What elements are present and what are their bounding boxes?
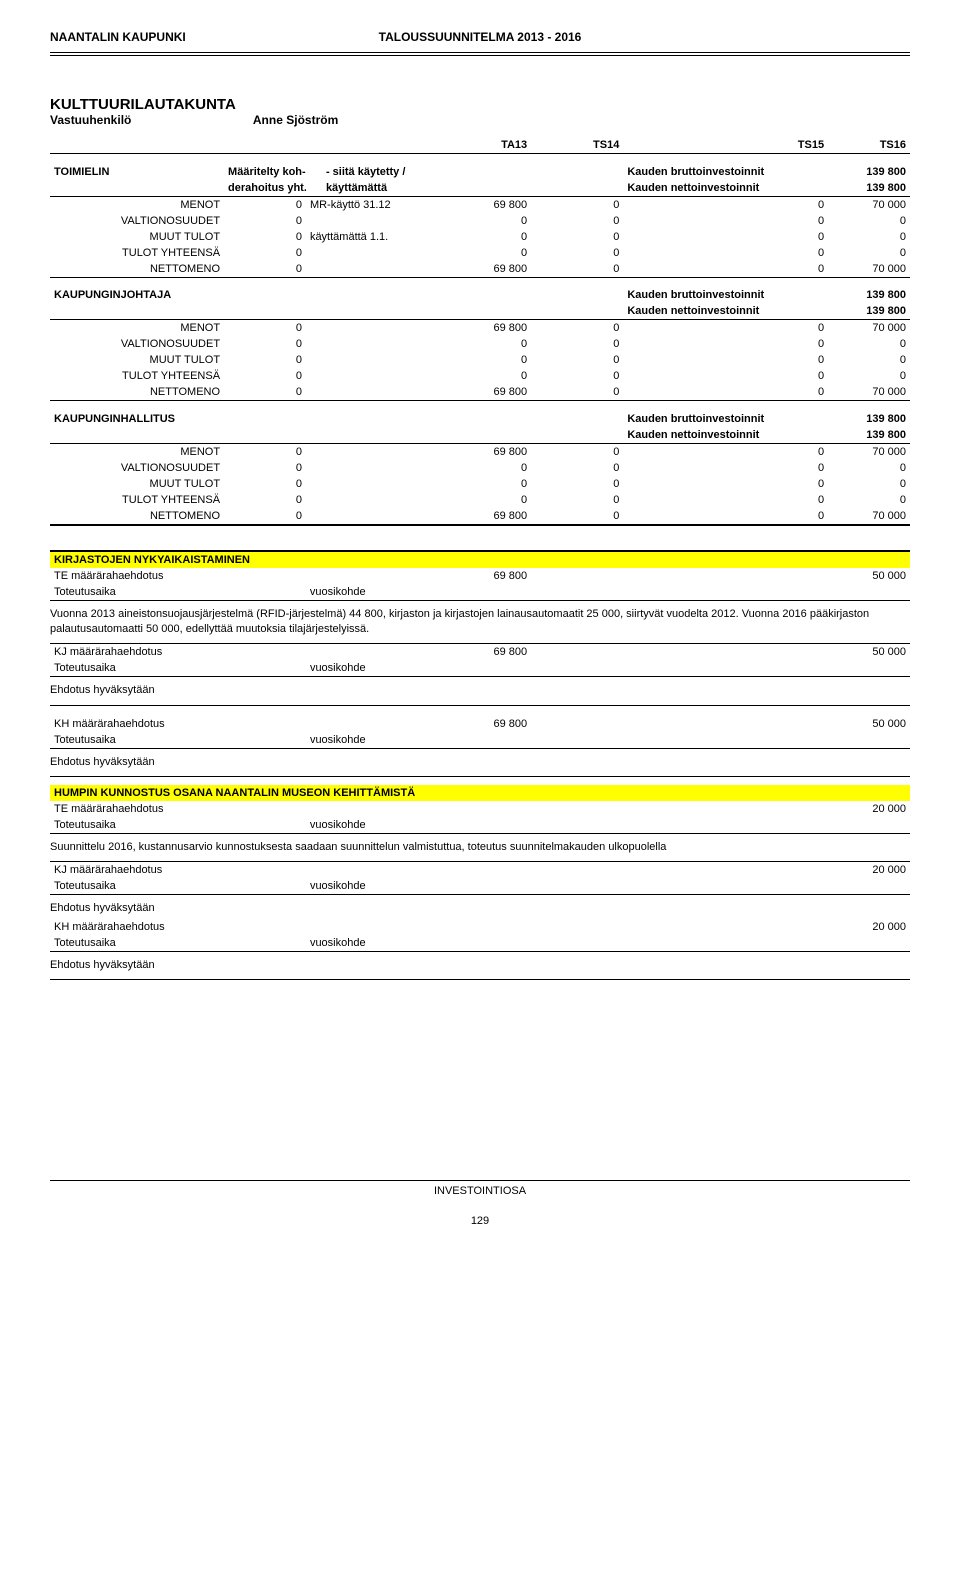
footer-rule	[50, 1180, 910, 1181]
footer-label: INVESTOINTIOSA	[50, 1185, 910, 1197]
kj-header-1: KAUPUNGINJOHTAJA Kauden bruttoinvestoinn…	[50, 287, 910, 303]
table-row: NETTOMENO 0 69 800 0 0 70 000	[50, 384, 910, 401]
project-table: KJ määrärahaehdotus 20 000 Toteutusaika …	[50, 862, 910, 894]
table-row: MENOT 0 MR-käyttö 31.12 69 800 0 0 70 00…	[50, 196, 910, 213]
project-title-row: KIRJASTOJEN NYKYAIKAISTAMINEN	[50, 552, 910, 568]
kh-header-2: Kauden nettoinvestoinnit 139 800	[50, 427, 910, 444]
table-row: VALTIONOSUUDET 0 0 0 0 0	[50, 213, 910, 229]
responsible-row: Vastuuhenkilö Anne Sjöström	[50, 113, 910, 127]
project-title-row: HUMPIN KUNNOSTUS OSANA NAANTALIN MUSEON …	[50, 785, 910, 801]
table-row: NETTOMENO 0 69 800 0 0 70 000	[50, 508, 910, 525]
kayttamatta-label: käyttämättä	[306, 180, 439, 197]
project-table: KH määrärahaehdotus 20 000 Toteutusaika …	[50, 919, 910, 951]
project-title: HUMPIN KUNNOSTUS OSANA NAANTALIN MUSEON …	[50, 785, 910, 801]
kh-header-1: KAUPUNGINHALLITUS Kauden bruttoinvestoin…	[50, 411, 910, 427]
ehdotus-text: Ehdotus hyväksytään	[50, 958, 910, 973]
table-row: MUUT TULOT 0 0 0 0 0	[50, 352, 910, 368]
project-block-2: HUMPIN KUNNOSTUS OSANA NAANTALIN MUSEON …	[50, 785, 910, 980]
table-row: MUUT TULOT 0 käyttämättä 1.1. 0 0 0 0	[50, 229, 910, 245]
kj-row: KJ määrärahaehdotus 20 000	[50, 862, 910, 878]
tote-row: Toteutusaika vuosikohde	[50, 732, 910, 748]
brutto-label: Kauden bruttoinvestoinnit	[623, 164, 828, 180]
toimielin-header-1: TOIMIELIN Määritelty koh- - siitä käytet…	[50, 164, 910, 180]
table-row: TULOT YHTEENSÄ 0 0 0 0 0	[50, 368, 910, 384]
project-table: KIRJASTOJEN NYKYAIKAISTAMINEN TE määrära…	[50, 552, 910, 600]
netto-label: Kauden nettoinvestoinnit	[623, 180, 828, 197]
period-ts15: TS15	[623, 137, 828, 154]
tote-row: Toteutusaika vuosikohde	[50, 878, 910, 894]
table-row: NETTOMENO 0 69 800 0 0 70 000	[50, 261, 910, 278]
kh-label: KAUPUNGINHALLITUS	[50, 411, 224, 427]
page-number: 129	[50, 1215, 910, 1227]
project-desc: Suunnittelu 2016, kustannusarvio kunnost…	[50, 840, 910, 855]
divider	[50, 600, 910, 601]
header-rule-1	[50, 52, 910, 53]
table-row: TULOT YHTEENSÄ 0 0 0 0 0	[50, 245, 910, 261]
tote-row: Toteutusaika vuosikohde	[50, 584, 910, 600]
footer-section: INVESTOINTIOSA	[50, 1180, 910, 1197]
period-header-row: TA13 TS14 TS15 TS16	[50, 137, 910, 154]
kh-row: KH määrärahaehdotus 69 800 50 000	[50, 716, 910, 732]
toimielin-header-2: derahoitus yht. käyttämättä Kauden netto…	[50, 180, 910, 197]
tote-row: Toteutusaika vuosikohde	[50, 935, 910, 951]
te-row: TE määrärahaehdotus 20 000	[50, 801, 910, 817]
ehdotus-text: Ehdotus hyväksytään	[50, 901, 910, 916]
te-row: TE määrärahaehdotus 69 800 50 000	[50, 568, 910, 584]
divider	[50, 979, 910, 980]
table-row: VALTIONOSUUDET 0 0 0 0 0	[50, 460, 910, 476]
ehdotus-text: Ehdotus hyväksytään	[50, 683, 910, 698]
table-row: MENOT 0 69 800 0 0 70 000	[50, 320, 910, 337]
project-table: KJ määrärahaehdotus 69 800 50 000 Toteut…	[50, 644, 910, 676]
table-row: MENOT 0 69 800 0 0 70 000	[50, 443, 910, 460]
period-ta13: TA13	[439, 137, 531, 154]
def-koh-label: Määritelty koh-	[224, 164, 306, 180]
siita-label: - siitä käytetty /	[306, 164, 439, 180]
finance-table: TA13 TS14 TS15 TS16 TOIMIELIN Määritelty…	[50, 137, 910, 526]
project-block-1: KIRJASTOJEN NYKYAIKAISTAMINEN TE määrära…	[50, 550, 910, 778]
kj-row: KJ määrärahaehdotus 69 800 50 000	[50, 644, 910, 660]
project-desc: Vuonna 2013 aineistonsuojausjärjestelmä …	[50, 607, 910, 638]
kh-row: KH määrärahaehdotus 20 000	[50, 919, 910, 935]
table-row: TULOT YHTEENSÄ 0 0 0 0 0	[50, 492, 910, 508]
period-ts14: TS14	[531, 137, 623, 154]
table-row: MUUT TULOT 0 0 0 0 0	[50, 476, 910, 492]
kj-label: KAUPUNGINJOHTAJA	[50, 287, 224, 303]
period-ts16: TS16	[828, 137, 910, 154]
project-table: KH määrärahaehdotus 69 800 50 000 Toteut…	[50, 716, 910, 748]
responsible-label: Vastuuhenkilö	[50, 113, 250, 127]
tote-row: Toteutusaika vuosikohde	[50, 817, 910, 833]
section-title: KULTTUURILAUTAKUNTA	[50, 96, 910, 113]
page-header: NAANTALIN KAUPUNKI TALOUSSUUNNITELMA 201…	[50, 30, 910, 44]
toimielin-brutto: 139 800	[828, 164, 910, 180]
project-title: KIRJASTOJEN NYKYAIKAISTAMINEN	[50, 552, 910, 568]
header-rule-2	[50, 55, 910, 56]
project-table: HUMPIN KUNNOSTUS OSANA NAANTALIN MUSEON …	[50, 785, 910, 833]
toimielin-label: TOIMIELIN	[50, 164, 224, 180]
kj-header-2: Kauden nettoinvestoinnit 139 800	[50, 303, 910, 320]
divider	[50, 833, 910, 834]
derahoitus-label: derahoitus yht.	[224, 180, 306, 197]
table-row: VALTIONOSUUDET 0 0 0 0 0	[50, 336, 910, 352]
tote-row: Toteutusaika vuosikohde	[50, 660, 910, 676]
ehdotus-text: Ehdotus hyväksytään	[50, 755, 910, 770]
divider	[50, 951, 910, 952]
responsible-value: Anne Sjöström	[253, 113, 338, 127]
divider	[50, 776, 910, 777]
divider	[50, 676, 910, 677]
divider	[50, 748, 910, 749]
divider	[50, 894, 910, 895]
toimielin-netto: 139 800	[828, 180, 910, 197]
